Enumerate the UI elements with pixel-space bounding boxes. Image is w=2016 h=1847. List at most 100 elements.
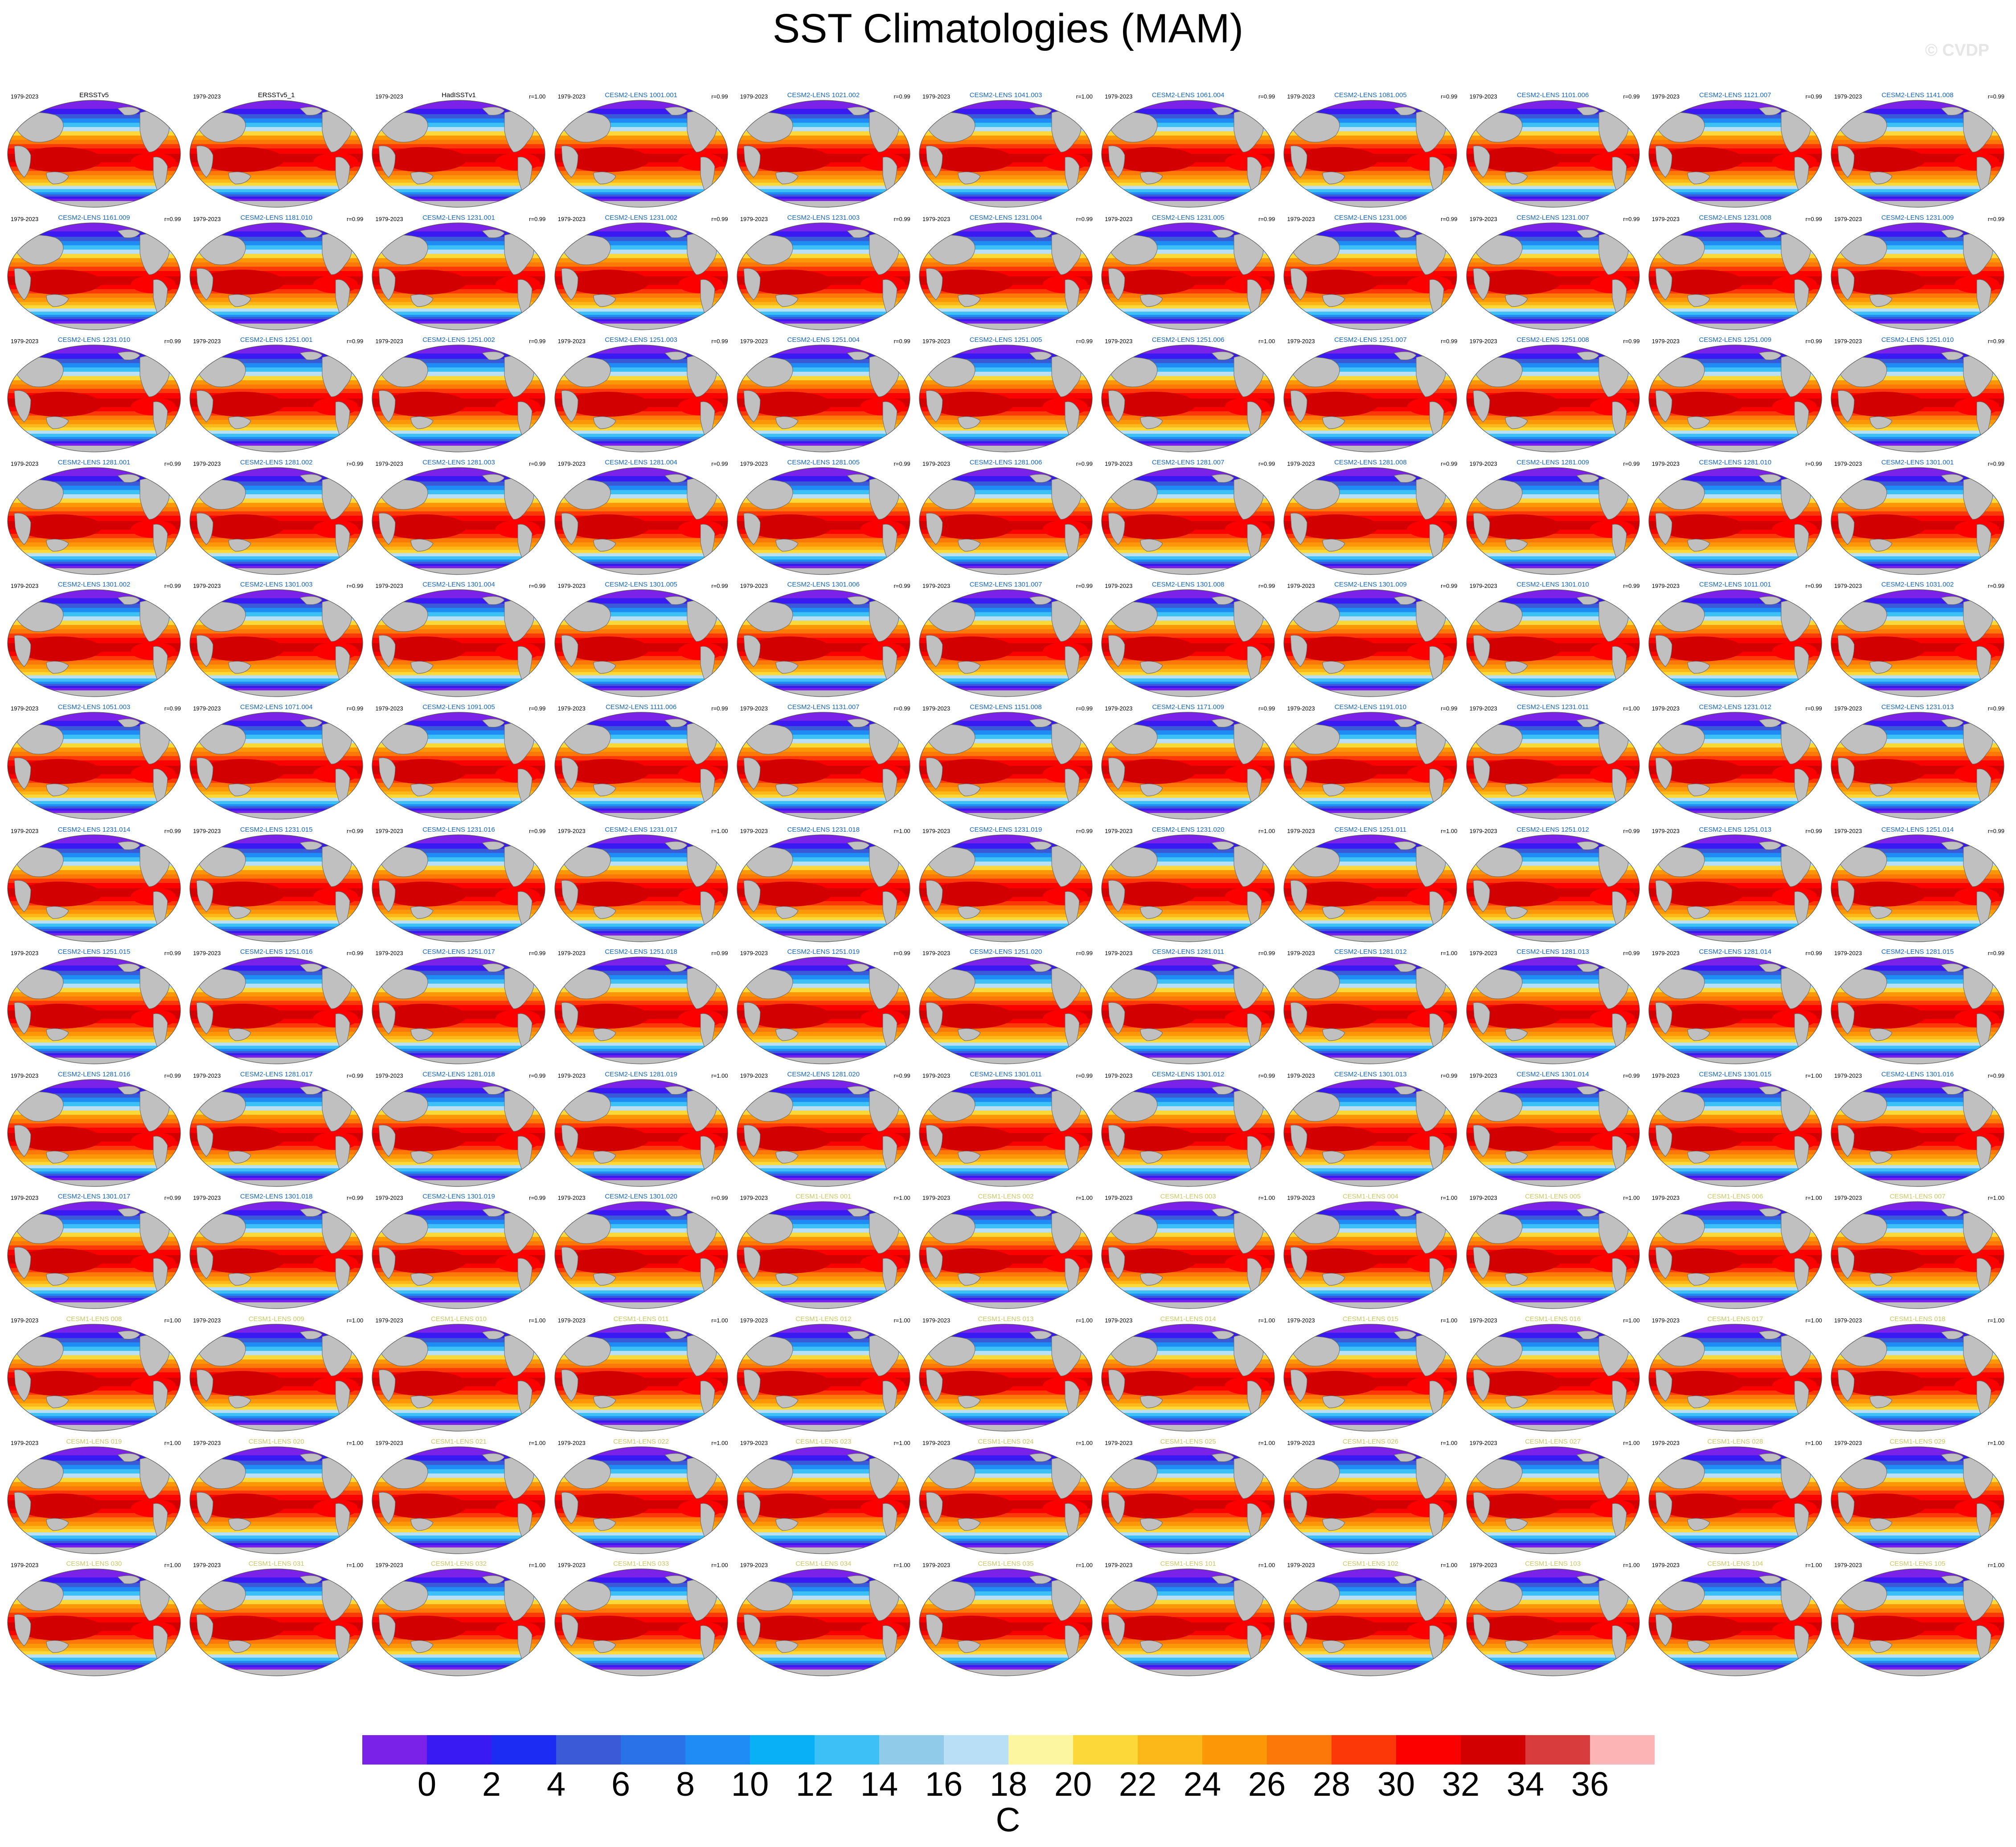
map-panel: 1979-2023 CESM2-LENS 1181.010 r=0.99 — [187, 214, 366, 334]
sst-map — [919, 1201, 1093, 1309]
panel-title: CESM2-LENS 1251.014 — [1881, 825, 1954, 833]
sst-map — [737, 1201, 910, 1309]
panel-period: 1979-2023 — [1469, 1194, 1497, 1202]
map-panel: 1979-2023 CESM1-LENS 016 r=1.00 — [1463, 1315, 1643, 1436]
map-panel: 1979-2023 CESM2-LENS 1191.010 r=0.99 — [1281, 703, 1460, 824]
panel-period: 1979-2023 — [1105, 93, 1133, 100]
panel-period: 1979-2023 — [193, 460, 221, 467]
panel-title: CESM2-LENS 1011.001 — [1699, 581, 1771, 589]
panel-title: CESM2-LENS 1231.017 — [605, 825, 677, 833]
panel-correlation: r=0.99 — [1987, 950, 2004, 957]
panel-title: CESM2-LENS 1251.011 — [1334, 825, 1407, 833]
colorbar-bin — [1008, 1735, 1074, 1765]
panel-period: 1979-2023 — [1469, 1439, 1497, 1446]
panel-correlation: r=0.99 — [1987, 827, 2004, 834]
map-panel: 1979-2023 CESM2-LENS 1251.010 r=0.99 — [1828, 336, 2007, 456]
sst-map — [919, 956, 1093, 1064]
panel-period: 1979-2023 — [193, 583, 221, 590]
map-panel: 1979-2023 CESM2-LENS 1251.009 r=0.99 — [1646, 336, 1825, 456]
panel-period: 1979-2023 — [1105, 1317, 1133, 1324]
sst-map — [1648, 834, 1822, 942]
colorbar-tick-label: 6 — [611, 1765, 631, 1803]
panel-period: 1979-2023 — [1834, 1562, 1862, 1569]
sst-map — [919, 345, 1093, 452]
panel-title: CESM2-LENS 1281.006 — [969, 458, 1042, 466]
panel-title: CESM2-LENS 1281.016 — [57, 1070, 131, 1078]
panel-correlation: r=0.99 — [1805, 460, 1822, 467]
panel-period: 1979-2023 — [1287, 1562, 1315, 1569]
sst-map — [372, 1201, 545, 1309]
colorbar-bin — [1073, 1735, 1138, 1765]
panel-title: CESM2-LENS 1171.009 — [1152, 703, 1224, 711]
panel-correlation: r=1.00 — [346, 1562, 364, 1569]
panel-title: CESM2-LENS 1301.005 — [605, 581, 677, 589]
panel-period: 1979-2023 — [1105, 950, 1133, 957]
map-panel: 1979-2023 CESM2-LENS 1281.008 r=0.99 — [1281, 459, 1460, 579]
panel-correlation: r=0.99 — [1258, 93, 1275, 100]
panel-period: 1979-2023 — [1834, 93, 1862, 100]
sst-map — [372, 345, 545, 452]
panel-correlation: r=0.99 — [711, 1194, 728, 1202]
panel-correlation: r=0.99 — [346, 215, 364, 222]
sst-map — [7, 222, 181, 330]
panel-period: 1979-2023 — [557, 1072, 586, 1079]
map-panel: 1979-2023 CESM2-LENS 1301.008 r=0.99 — [1098, 581, 1278, 701]
panel-period: 1979-2023 — [1287, 215, 1315, 222]
map-panel: 1979-2023 CESM1-LENS 101 r=1.00 — [1098, 1560, 1278, 1680]
sst-map — [919, 1568, 1093, 1676]
panel-title: CESM2-LENS 1281.019 — [605, 1070, 677, 1078]
panel-title: CESM1-LENS 014 — [1160, 1315, 1216, 1323]
panel-correlation: r=1.00 — [529, 1562, 546, 1569]
sst-map — [1831, 1324, 2004, 1432]
panel-title: CESM1-LENS 027 — [1525, 1437, 1581, 1445]
panel-title: CESM2-LENS 1281.003 — [422, 458, 495, 466]
panel-correlation: r=1.00 — [529, 1317, 546, 1324]
colorbar-tick-label: 14 — [860, 1765, 898, 1803]
panel-correlation: r=0.99 — [529, 1072, 546, 1079]
map-panel: 1979-2023 CESM1-LENS 015 r=1.00 — [1281, 1315, 1460, 1436]
panel-title: CESM2-LENS 1231.010 — [57, 336, 131, 344]
panel-correlation: r=0.99 — [164, 338, 181, 345]
panel-correlation: r=0.99 — [893, 93, 910, 100]
panel-title: HadISSTv1 — [442, 91, 476, 99]
panel-title: CESM1-LENS 004 — [1342, 1193, 1398, 1201]
map-panel: 1979-2023 CESM2-LENS 1231.018 r=1.00 — [734, 826, 913, 946]
panel-title: CESM2-LENS 1231.008 — [1699, 213, 1772, 222]
panel-period: 1979-2023 — [193, 827, 221, 834]
panel-period: 1979-2023 — [193, 1439, 221, 1446]
panel-correlation: r=0.99 — [893, 705, 910, 712]
panel-period: 1979-2023 — [375, 705, 403, 712]
colorbar-tick-label: 8 — [676, 1765, 695, 1803]
sst-map — [7, 345, 181, 452]
map-panel: 1979-2023 CESM1-LENS 007 r=1.00 — [1828, 1193, 2007, 1313]
panel-title: CESM1-LENS 024 — [978, 1437, 1034, 1445]
panel-period: 1979-2023 — [740, 338, 768, 345]
panel-period: 1979-2023 — [375, 1317, 403, 1324]
watermark: © CVDP — [1925, 41, 1990, 60]
map-panel: 1979-2023 ERSSTv5_1 — [187, 91, 366, 212]
map-panel: 1979-2023 CESM2-LENS 1231.003 r=0.99 — [734, 214, 913, 334]
panel-title: CESM2-LENS 1281.013 — [1516, 948, 1589, 956]
panel-title: CESM2-LENS 1051.003 — [57, 703, 131, 711]
panel-correlation: r=1.00 — [893, 1317, 910, 1324]
sst-map — [1101, 1079, 1275, 1187]
panel-correlation: r=0.99 — [1076, 950, 1093, 957]
map-panel: 1979-2023 CESM2-LENS 1081.005 r=0.99 — [1281, 91, 1460, 212]
panel-title: CESM2-LENS 1111.006 — [605, 703, 677, 711]
panel-period: 1979-2023 — [1105, 215, 1133, 222]
panel-correlation: r=1.00 — [1987, 1562, 2004, 1569]
panel-correlation: r=0.99 — [1805, 705, 1822, 712]
sst-map — [189, 1324, 363, 1432]
map-panel: 1979-2023 CESM2-LENS 1231.005 r=0.99 — [1098, 214, 1278, 334]
panel-period: 1979-2023 — [193, 1194, 221, 1202]
panel-title: CESM1-LENS 001 — [795, 1193, 852, 1201]
sst-map — [737, 222, 910, 330]
panel-period: 1979-2023 — [375, 338, 403, 345]
panel-correlation: r=0.99 — [1441, 705, 1458, 712]
map-panel: 1979-2023 CESM2-LENS 1281.014 r=0.99 — [1646, 948, 1825, 1068]
panel-title: CESM2-LENS 1231.011 — [1516, 703, 1589, 711]
map-panel: 1979-2023 CESM1-LENS 026 r=1.00 — [1281, 1438, 1460, 1558]
map-panel: 1979-2023 CESM2-LENS 1161.009 r=0.99 — [4, 214, 184, 334]
panel-correlation: r=0.99 — [1441, 338, 1458, 345]
panel-title: CESM2-LENS 1251.003 — [605, 336, 677, 344]
